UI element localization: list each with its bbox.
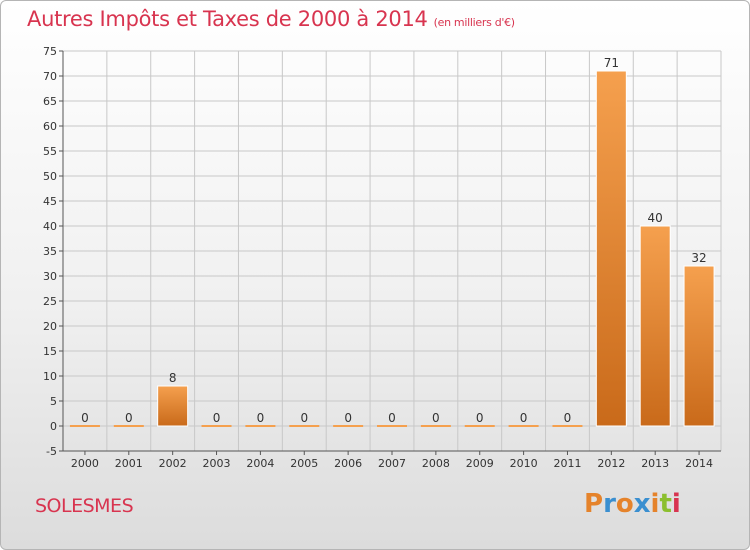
x-tick-label: 2013 — [641, 457, 669, 470]
bar — [377, 425, 407, 427]
bar — [201, 425, 232, 427]
proxiti-logo[interactable]: Proxiti — [584, 489, 681, 519]
data-label: 71 — [604, 56, 619, 70]
bar — [464, 425, 495, 427]
bar — [113, 425, 144, 427]
bars — [69, 70, 715, 427]
logo-letter: P — [584, 489, 604, 519]
y-tick-label: 70 — [43, 70, 57, 83]
data-label: 32 — [691, 251, 706, 265]
y-tick-label: 55 — [43, 145, 57, 158]
bar — [69, 425, 100, 427]
y-tick-label: 60 — [43, 120, 57, 133]
x-tick-label: 2010 — [510, 457, 538, 470]
x-tick-label: 2005 — [290, 457, 318, 470]
x-tick-label: 2000 — [71, 457, 99, 470]
logo-letter: t — [659, 489, 672, 519]
logo-letter: r — [603, 489, 616, 519]
logo-letter: i — [650, 489, 660, 519]
y-tick-label: 15 — [43, 345, 57, 358]
x-tick-label: 2004 — [246, 457, 274, 470]
y-tick-label: 50 — [43, 170, 57, 183]
data-label: 0 — [344, 411, 352, 425]
x-tick-label: 2011 — [553, 457, 581, 470]
chart-title-text: Autres Impôts et Taxes de 2000 à 2014 — [27, 7, 428, 31]
data-label: 0 — [388, 411, 396, 425]
x-tick-label: 2001 — [115, 457, 143, 470]
y-tick-label: -5 — [46, 445, 57, 458]
logo-letter: x — [633, 489, 651, 519]
x-tick-label: 2007 — [378, 457, 406, 470]
x-tick-label: 2002 — [159, 457, 187, 470]
x-tick-label: 2009 — [466, 457, 494, 470]
bar — [595, 70, 627, 427]
bar — [552, 425, 583, 427]
data-label: 0 — [520, 411, 528, 425]
chart-subtitle: (en milliers d'€) — [433, 16, 515, 29]
logo-letter: o — [615, 489, 634, 519]
bar — [508, 425, 539, 427]
y-tick-label: 30 — [43, 270, 57, 283]
y-tick-label: 5 — [50, 395, 57, 408]
y-tick-label: 35 — [43, 245, 57, 258]
data-labels: 0 0 8 0 0 0 0 0 0 0 0 0 71 40 32 — [81, 56, 707, 425]
x-tick-label: 2008 — [422, 457, 450, 470]
data-label: 0 — [257, 411, 265, 425]
y-tick-label: 20 — [43, 320, 57, 333]
data-label: 0 — [81, 411, 89, 425]
data-label: 8 — [169, 371, 177, 385]
y-tick-label: 0 — [50, 420, 57, 433]
axes: -5 0 5 10 15 20 25 30 35 40 45 50 55 60 65 70 75 2000 2001… — [43, 45, 721, 470]
x-tick-label: 2003 — [203, 457, 231, 470]
data-label: 0 — [432, 411, 440, 425]
x-tick-label: 2012 — [597, 457, 625, 470]
bar — [420, 425, 451, 427]
bar — [289, 425, 320, 427]
city-name: SOLESMES — [35, 495, 134, 517]
y-tick-label: 75 — [43, 45, 57, 58]
data-label: 0 — [300, 411, 308, 425]
y-tick-label: 10 — [43, 370, 57, 383]
y-tick-label: 40 — [43, 220, 57, 233]
data-label: 0 — [564, 411, 572, 425]
data-label: 0 — [125, 411, 133, 425]
bar — [333, 425, 364, 427]
bar — [157, 385, 189, 427]
chart-title: Autres Impôts et Taxes de 2000 à 2014 (en… — [27, 7, 515, 31]
data-label: 0 — [213, 411, 221, 425]
data-label: 0 — [476, 411, 484, 425]
x-tick-label: 2014 — [685, 457, 713, 470]
logo-letter: i — [671, 489, 681, 519]
y-tick-label: 65 — [43, 95, 57, 108]
bar — [639, 225, 671, 427]
y-tick-label: 25 — [43, 295, 57, 308]
y-tick-label: 45 — [43, 195, 57, 208]
x-tick-label: 2006 — [334, 457, 362, 470]
bar — [245, 425, 276, 427]
bar — [683, 265, 715, 427]
data-label: 40 — [648, 211, 663, 225]
